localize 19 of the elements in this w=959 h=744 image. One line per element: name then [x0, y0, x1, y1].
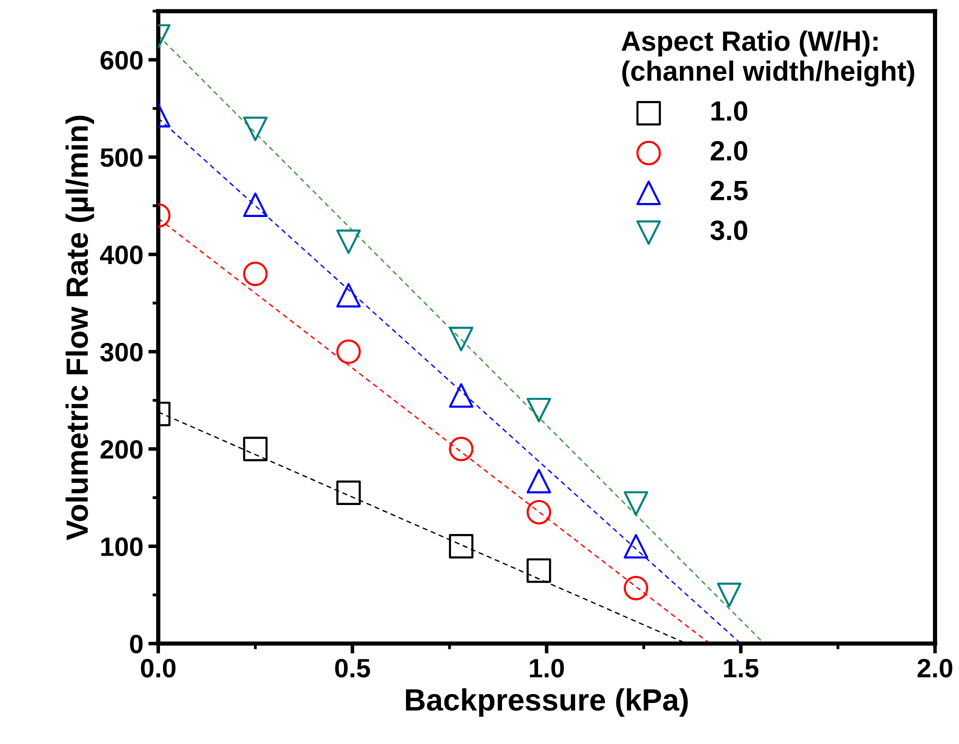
legend-label: 3.0 [710, 220, 748, 240]
legend-title: Aspect Ratio (W/H): (channel width/height) [622, 30, 914, 87]
y-tick-label: 600 [100, 50, 143, 70]
x-tick-label: 1.0 [530, 658, 564, 678]
legend-label: 2.0 [710, 140, 748, 161]
y-tick-label: 100 [101, 537, 143, 556]
x-tick-label: 0.5 [335, 658, 370, 678]
x-tick-label: 1.5 [724, 659, 758, 678]
y-tick-label: 300 [100, 342, 143, 362]
y-tick-label: 200 [100, 440, 143, 459]
y-tick-label: 0 [130, 634, 143, 654]
y-axis-title: Volumetric Flow Rate (µl/min) [66, 116, 94, 540]
y-tick-label: 400 [100, 246, 143, 264]
x-tick-label: 0.0 [140, 658, 176, 678]
x-tick-label: 2.0 [918, 658, 952, 678]
x-axis-title: Backpressure (kPa) [406, 688, 688, 717]
legend-label: 2.5 [710, 180, 748, 200]
legend-label: 1.0 [712, 101, 748, 121]
y-tick-label: 500 [100, 148, 143, 167]
